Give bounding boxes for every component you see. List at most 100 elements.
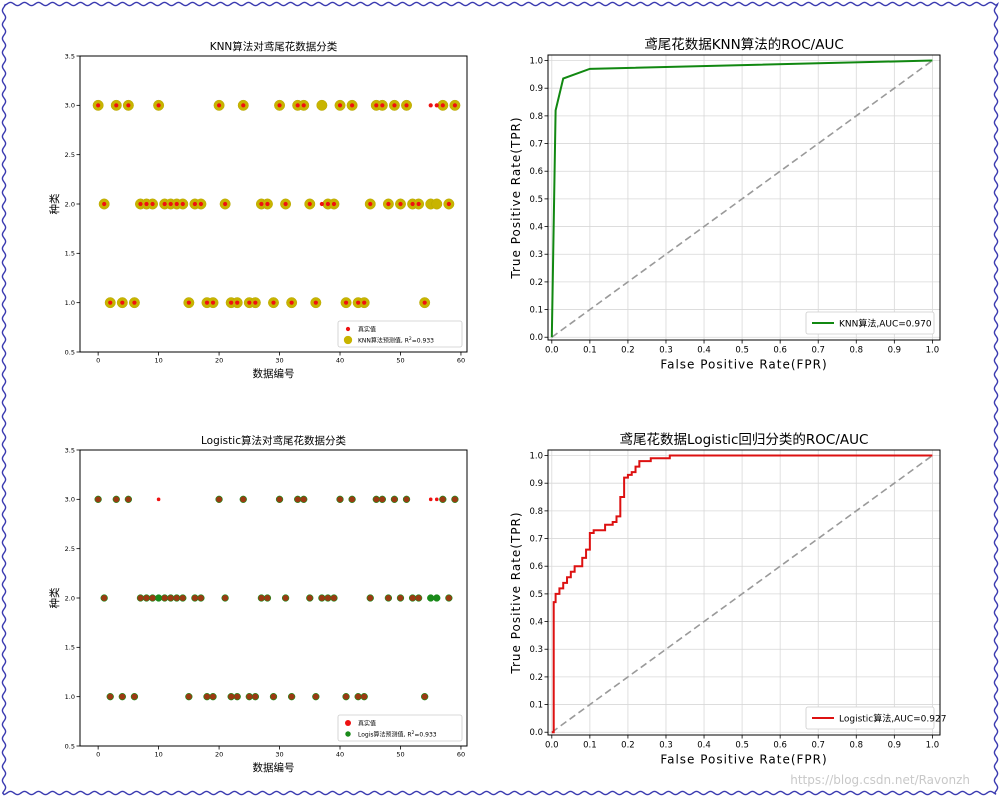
legend-label: KNN算法,AUC=0.970 (839, 318, 932, 330)
y-tick-label: 1.5 (65, 644, 75, 652)
truth-point (240, 496, 247, 503)
x-tick-label: 0.0 (545, 346, 559, 356)
truth-point (228, 693, 235, 700)
truth-point (295, 103, 300, 108)
legend-prediction-text: KNN算法预测值, R (358, 337, 409, 345)
truth-point (216, 496, 223, 503)
x-tick-label: 0.2 (621, 741, 635, 751)
truth-point (265, 201, 270, 207)
truth-point (102, 201, 107, 207)
truth-point (156, 497, 161, 502)
x-tick-label: 50 (396, 357, 404, 365)
truth-point (349, 496, 356, 503)
logistic-roc-chart: 0.0 0.1 0.2 0.3 0.4 0.5 0.6 0.7 0.8 0.9 1.0 0.0 0.1 0… (509, 431, 946, 767)
x-tick-label: 0.8 (850, 346, 864, 356)
truth-point (373, 496, 380, 503)
truth-point (398, 201, 403, 207)
truth-point (125, 496, 132, 503)
y-axis-label: 种类 (48, 587, 61, 608)
y-tick-label: 0.8 (529, 112, 543, 122)
legend-prediction-value: =0.933 (414, 732, 436, 739)
y-tick-label: 0.1 (529, 306, 543, 316)
legend-prediction-label: Logis算法预测值, R2=0.933 (358, 730, 437, 739)
y-tick-label: 3.5 (65, 52, 75, 60)
y-tick-label: 2.0 (65, 594, 75, 602)
x-tick-label: 0.1 (583, 741, 597, 751)
watermark-text: https://blog.csdn.net/Ravonzh (790, 773, 970, 787)
y-tick-label: 0.5 (65, 742, 75, 750)
y-tick-label: 0.5 (529, 195, 543, 205)
legend-prediction-marker (343, 335, 353, 345)
y-tick-label: 0.4 (529, 223, 543, 233)
x-tick-label: 10 (154, 751, 162, 759)
truth-point (446, 201, 451, 207)
y-tick-label: 0.0 (529, 728, 543, 738)
truth-point (210, 300, 216, 305)
x-tick-label: 40 (336, 751, 344, 759)
knn-scatter-chart: 0 10 20 30 40 50 60 0.5 1.0 1.5 2.0 2.5 3.0 3.5 KNN算法对… (48, 40, 468, 380)
y-tick-label: 0.2 (529, 278, 543, 288)
truth-point (168, 201, 173, 207)
truth-point (144, 201, 149, 207)
truth-point (203, 693, 210, 700)
x-tick-label: 0.2 (621, 346, 635, 356)
truth-point (234, 693, 241, 700)
legend-prediction-superscript: 2 (409, 336, 412, 342)
truth-point (445, 595, 452, 601)
truth-point (204, 300, 210, 305)
legend-prediction-text: Logis算法预测值, R (358, 731, 412, 739)
truth-point (422, 300, 427, 305)
y-tick-label: 0.2 (529, 673, 543, 683)
truth-point (150, 201, 155, 207)
truth-point (229, 300, 234, 305)
truth-point (355, 693, 362, 700)
prediction-point (427, 594, 435, 602)
truth-point (235, 300, 240, 305)
truth-point (319, 201, 324, 207)
legend-box (337, 714, 463, 742)
truth-point (397, 595, 404, 601)
truth-point (252, 693, 259, 700)
truth-point (223, 201, 228, 207)
truth-point (451, 496, 458, 503)
truth-point (325, 201, 331, 207)
truth-point (331, 201, 337, 207)
truth-point (307, 201, 312, 207)
truth-point (428, 497, 433, 502)
truth-point (108, 300, 113, 305)
y-tick-label: 0.3 (529, 645, 543, 655)
truth-point (404, 103, 409, 108)
truth-point (247, 300, 252, 305)
legend-prediction-superscript: 2 (412, 730, 415, 736)
x-tick-label: 50 (396, 751, 404, 759)
x-tick-label: 0.6 (773, 741, 787, 751)
x-tick-label: 10 (154, 357, 162, 365)
truth-point (161, 595, 168, 601)
truth-point (452, 103, 458, 108)
truth-point (119, 693, 126, 700)
x-tick-label: 40 (336, 357, 344, 365)
x-tick-label: 0.8 (850, 741, 864, 751)
x-tick-label: 0.3 (659, 741, 673, 751)
truth-point (434, 103, 439, 108)
logistic-scatter-chart: 0 10 20 30 40 50 60 0.5 1.0 1.5 2.0 2.5 3.0 3.5 Logist… (48, 434, 468, 774)
x-tick-label: 20 (215, 357, 223, 365)
random-guess-diagonal (551, 59, 933, 338)
truth-point (416, 201, 421, 207)
truth-point (367, 595, 374, 601)
truth-point (241, 103, 246, 108)
truth-point (421, 693, 428, 700)
truth-point (337, 103, 343, 108)
truth-point (301, 103, 306, 108)
y-tick-label: 0.5 (529, 590, 543, 600)
roc-curve-line (550, 59, 933, 338)
truth-point (356, 300, 361, 305)
x-tick-label: 0.1 (583, 346, 597, 356)
truth-point (191, 595, 198, 601)
x-tick-label: 30 (275, 751, 283, 759)
truth-point (246, 693, 253, 700)
truth-point (362, 300, 367, 305)
x-tick-label: 60 (457, 751, 465, 759)
